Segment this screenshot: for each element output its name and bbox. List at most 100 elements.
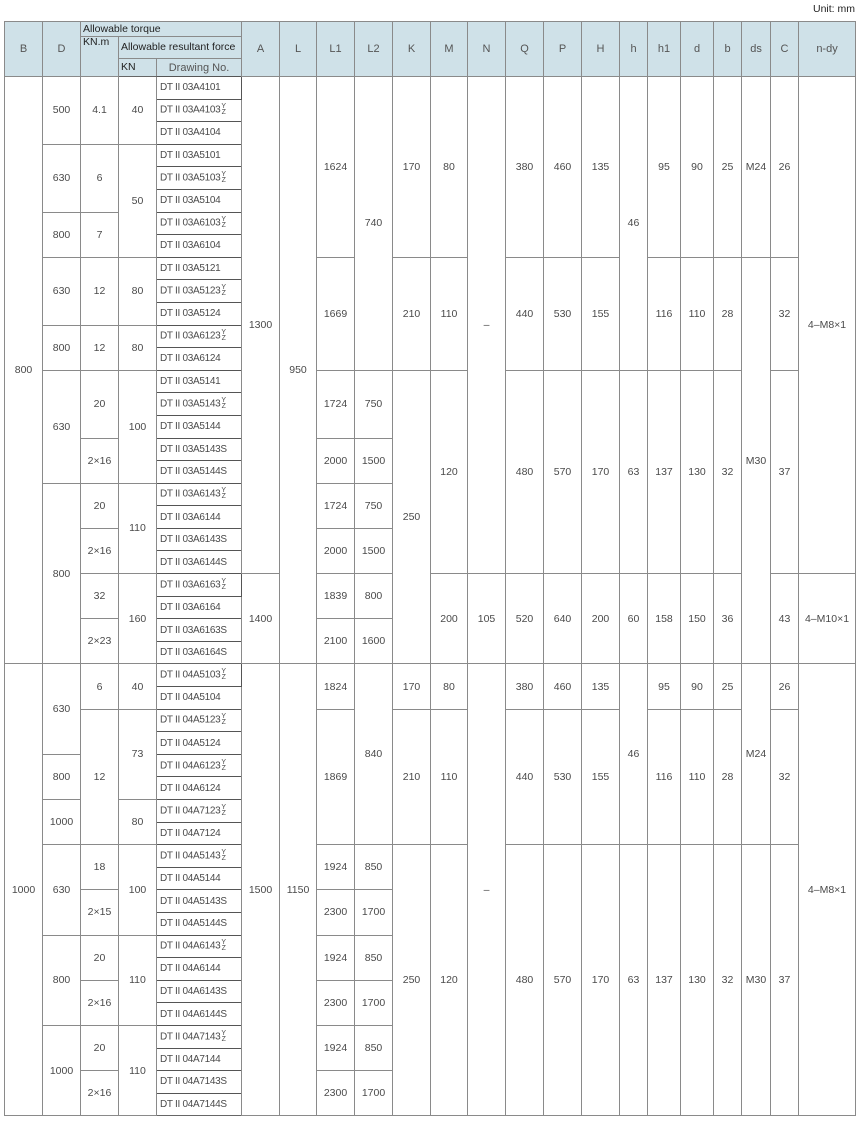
cell-l1: 2000: [316, 437, 356, 484]
cell-drawing-no: DT II 04A5124: [155, 731, 243, 755]
cell-d: 800: [42, 211, 81, 258]
cell-k: 250: [392, 844, 432, 1117]
cell-drawing-no: DT II 04A6124: [155, 776, 243, 800]
cell-kn: 80: [118, 324, 157, 371]
cell-m: 120: [430, 369, 469, 575]
cell-n: –: [467, 663, 507, 1117]
cell-p: 530: [543, 256, 583, 371]
cell-c: 37: [770, 844, 800, 1117]
drawing-number: DT II 04A6123: [160, 760, 221, 772]
cell-drawing-no: DT II 04A6144: [155, 957, 243, 981]
variant-sub: Z: [221, 809, 226, 817]
cell-b: 25: [713, 76, 743, 258]
drawing-number: DT II 03A5123: [160, 285, 221, 297]
cell-d: 800: [42, 324, 81, 371]
cell-d: 630: [42, 369, 81, 484]
cell-h: 200: [581, 573, 621, 665]
cell-l1: 2300: [316, 1070, 356, 1117]
cell-l2: 1600: [354, 618, 394, 665]
cell-l1: 1924: [316, 1024, 356, 1072]
table-row: 2×15 DT II 04A5143S 2300 1700: [5, 889, 856, 936]
header-force-group: Allowable resultant force: [117, 36, 243, 59]
variant-sub: Z: [221, 764, 226, 772]
cell-p: 460: [543, 76, 583, 258]
cell-drawing-no: DT II 03A6103 Y Z: [155, 211, 243, 236]
cell-drawing-no: DT II 04A6123 Y Z: [155, 753, 243, 778]
cell-drawing-no: DT II 03A6164: [155, 595, 243, 620]
cell-q: 380: [505, 663, 545, 710]
cell-d: 630: [42, 663, 81, 755]
variant-sub: Z: [221, 945, 226, 953]
cell-m: 80: [430, 76, 469, 258]
cell-h: 60: [619, 573, 649, 665]
cell-kn-m: 20: [80, 369, 119, 439]
cell-kn-m: 7: [80, 211, 119, 258]
cell-h1: 116: [647, 256, 682, 371]
cell-d: 800: [42, 934, 81, 1026]
cell-c: 32: [770, 708, 800, 846]
cell-h1: 95: [647, 76, 682, 258]
drawing-number: DT II 04A6124: [160, 782, 221, 794]
drawing-number: DT II 03A4101: [160, 82, 221, 94]
cell-l1: 2300: [316, 889, 356, 936]
cell-l1: 1839: [316, 573, 356, 620]
cell-l2: 850: [354, 1024, 394, 1072]
table-row: 800 DT II 04A6123 Y Z: [5, 753, 856, 801]
cell-drawing-no: DT II 03A5144S: [155, 460, 243, 484]
cell-drawing-no: DT II 03A5103 Y Z: [155, 166, 243, 190]
header-drawing-no: Drawing No.: [155, 58, 243, 77]
cell-kn: 80: [118, 256, 157, 326]
header-q: Q: [505, 21, 545, 77]
cell-c: 32: [770, 256, 800, 371]
drawing-number: DT II 03A6144: [160, 511, 221, 523]
cell-k: 170: [392, 76, 432, 258]
cell-l2: 1700: [354, 889, 394, 936]
cell-b: 1000: [4, 663, 43, 1117]
variant-sup: Y: [221, 1029, 226, 1037]
drawing-number: DT II 03A5101: [160, 150, 221, 162]
drawing-number: DT II 03A5144: [160, 421, 221, 433]
cell-q: 440: [505, 256, 545, 371]
drawing-number: DT II 04A5104: [160, 692, 221, 704]
cell-drawing-no: DT II 04A7143 Y Z: [155, 1024, 243, 1049]
cell-p: 570: [543, 369, 583, 575]
drawing-number: DT II 04A7144: [160, 1053, 221, 1065]
cell-drawing-no: DT II 04A5144: [155, 866, 243, 891]
cell-m: 80: [430, 663, 469, 710]
cell-p: 460: [543, 663, 583, 710]
cell-b: 28: [713, 256, 743, 371]
cell-k: 170: [392, 663, 432, 710]
drawing-number: DT II 03A5144S: [160, 466, 227, 478]
variant-sup: Y: [221, 171, 226, 179]
cell-drawing-no: DT II 03A5124: [155, 301, 243, 326]
cell-d: 630: [42, 844, 81, 936]
cell-q: 520: [505, 573, 545, 665]
table-body: 800 500 4.1 40 DT II 03A4101 1300 950 1624 740 17…: [4, 75, 857, 1117]
table-row: 800 20 110 DT II 03A6143 Y Z 1724 750: [5, 482, 856, 665]
variant-sup: Y: [221, 284, 226, 292]
drawing-number: DT II 04A5143S: [160, 895, 227, 907]
cell-k: 210: [392, 256, 432, 371]
cell-h1: 116: [647, 708, 682, 846]
variant-sup: Y: [221, 103, 226, 111]
cell-l1: 1924: [316, 934, 356, 981]
cell-h1: 158: [647, 573, 682, 665]
cell-drawing-no: DT II 03A6123 Y Z: [155, 324, 243, 349]
cell-p: 570: [543, 844, 583, 1117]
drawing-number: DT II 03A6143S: [160, 534, 227, 546]
cell-l1: 1924: [316, 844, 356, 891]
cell-l2: 1500: [354, 437, 394, 484]
drawing-number: DT II 03A5104: [160, 195, 221, 207]
cell-q: 480: [505, 369, 545, 575]
cell-ds: M30: [741, 256, 772, 665]
header-m: M: [430, 21, 469, 77]
cell-k: 250: [392, 369, 432, 665]
cell-drawing-no: DT II 03A5104: [155, 188, 243, 213]
drawing-number: DT II 04A5124: [160, 737, 221, 749]
cell-h: 155: [581, 708, 621, 846]
